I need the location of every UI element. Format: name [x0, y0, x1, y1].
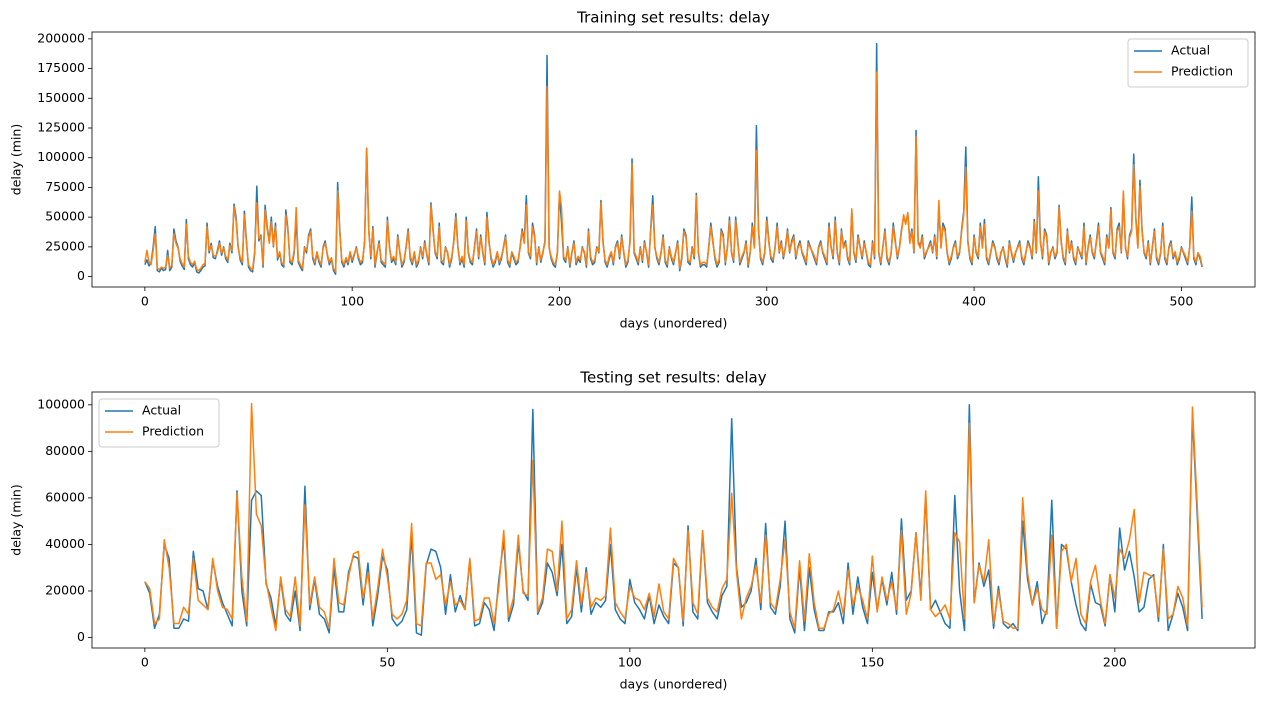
- y-tick-label: 0: [77, 629, 85, 644]
- legend-label: Actual: [1171, 43, 1210, 58]
- x-tick-label: 100: [340, 294, 364, 309]
- chart-title: Training set results: delay: [576, 9, 770, 27]
- legend-label: Prediction: [1171, 64, 1233, 79]
- legend: Actual Prediction: [98, 398, 220, 448]
- y-tick-label: 150000: [37, 90, 85, 105]
- y-tick-label: 200000: [37, 30, 85, 45]
- x-tick-label: 200: [1103, 655, 1127, 670]
- series-line: [144, 404, 1203, 636]
- y-tick-label: 50000: [45, 209, 85, 224]
- axes-frame: [91, 31, 1256, 288]
- y-tick-label: 60000: [45, 489, 85, 504]
- x-tick-label: 500: [1169, 294, 1193, 309]
- y-tick-label: 25000: [45, 238, 85, 253]
- y-tick-label: 125000: [37, 119, 85, 134]
- series-line: [144, 71, 1203, 273]
- y-axis-label: delay (min): [9, 484, 24, 555]
- y-tick-label: 80000: [45, 443, 85, 458]
- chart-title: Testing set results: delay: [579, 369, 766, 387]
- x-tick-label: 100: [618, 655, 642, 670]
- legend-label: Actual: [142, 403, 181, 418]
- x-tick-label: 200: [548, 294, 572, 309]
- series-line: [144, 402, 1203, 632]
- y-tick-label: 100000: [37, 149, 85, 164]
- y-tick-label: 40000: [45, 536, 85, 551]
- y-tick-label: 100000: [37, 396, 85, 411]
- x-tick-label: 400: [962, 294, 986, 309]
- y-tick-label: 175000: [37, 60, 85, 75]
- y-tick-label: 75000: [45, 179, 85, 194]
- axes-frame: [91, 391, 1256, 649]
- x-axis-label: days (unordered): [620, 316, 728, 331]
- chart-panel: Training set results: delay days (unorder…: [9, 9, 1256, 331]
- x-tick-label: 0: [141, 655, 149, 670]
- y-tick-label: 20000: [45, 582, 85, 597]
- x-tick-label: 150: [860, 655, 884, 670]
- y-tick-label: 0: [77, 268, 85, 283]
- x-tick-label: 0: [141, 294, 149, 309]
- chart-panel: Testing set results: delay days (unordere…: [9, 369, 1256, 692]
- legend-label: Prediction: [142, 424, 204, 439]
- legend: Actual Prediction: [1127, 38, 1249, 88]
- x-axis-label: days (unordered): [620, 677, 728, 692]
- x-tick-label: 300: [755, 294, 779, 309]
- y-axis-label: delay (min): [9, 124, 24, 195]
- x-tick-label: 50: [379, 655, 395, 670]
